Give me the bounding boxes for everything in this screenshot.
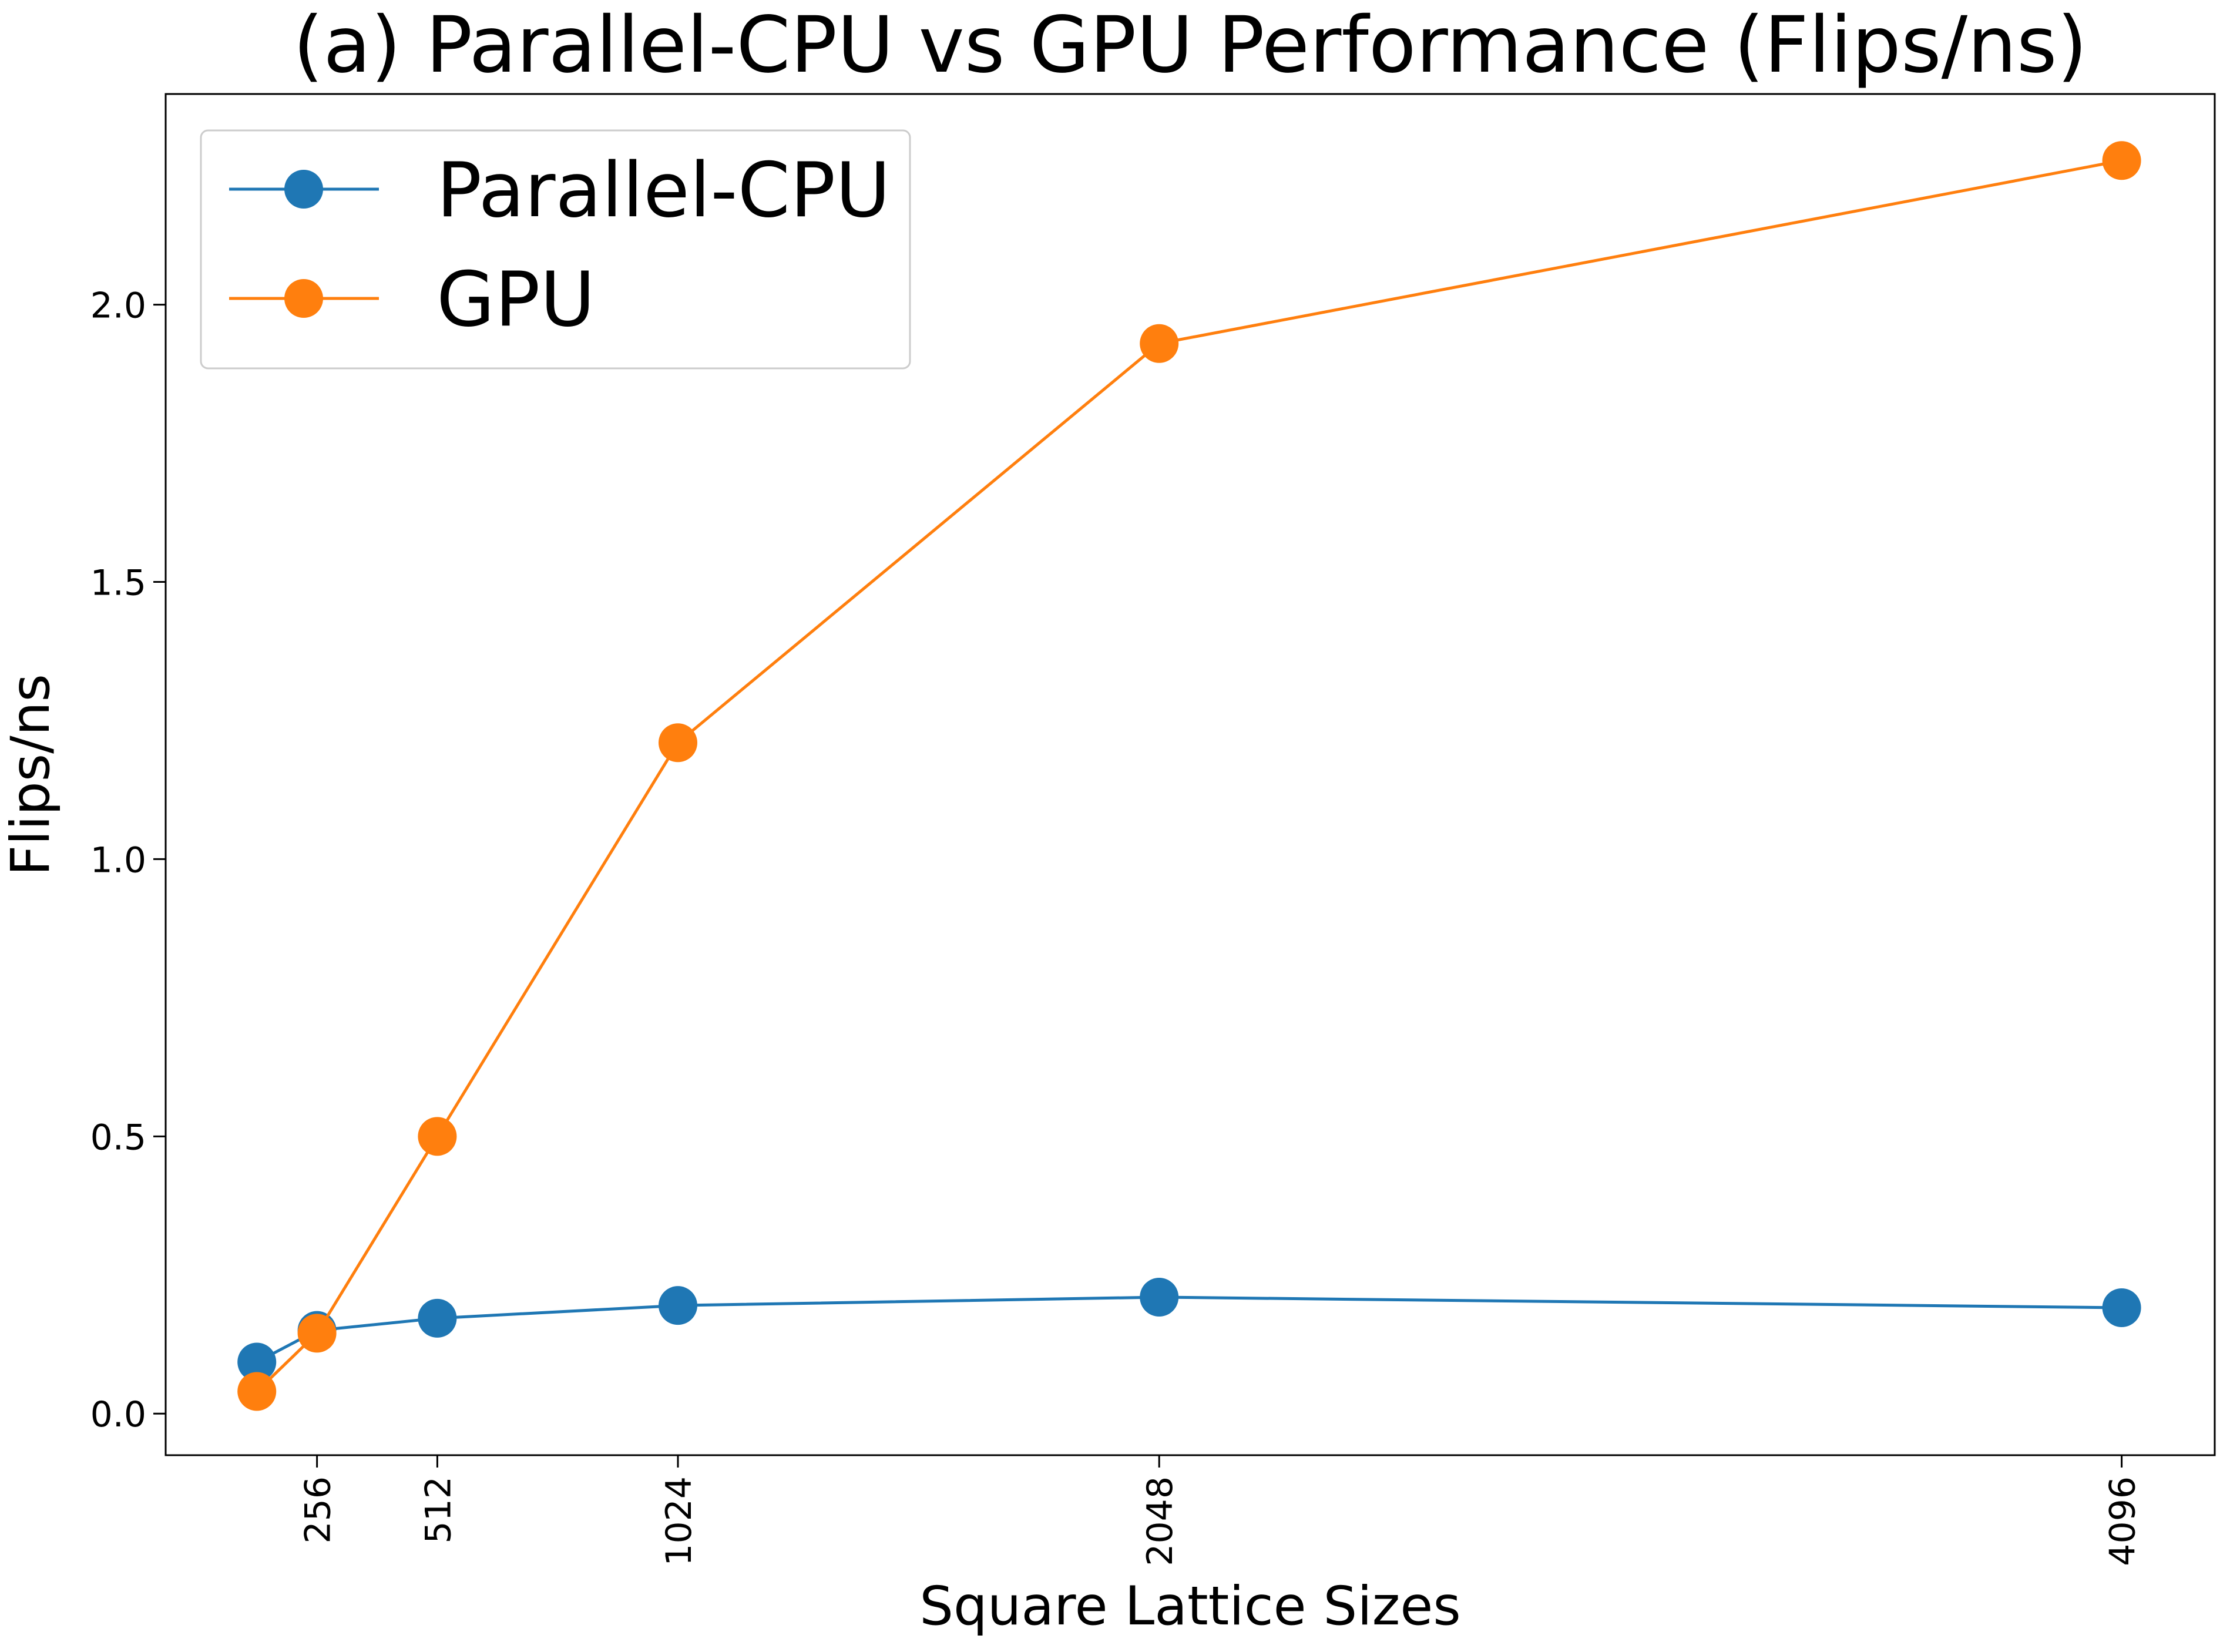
y-tick-label: 0.5 xyxy=(90,1117,146,1158)
x-tick-label: 4096 xyxy=(2103,1476,2144,1566)
plot-frame xyxy=(164,93,2216,1456)
parallel-cpu-data-point xyxy=(659,1286,697,1325)
legend-parallel-cpu-marker xyxy=(284,170,323,209)
parallel-cpu-data-point xyxy=(237,1342,277,1382)
gpu-data-point xyxy=(297,1314,337,1353)
parallel-cpu-data-point xyxy=(418,1298,457,1338)
legend-gpu-marker xyxy=(284,279,323,318)
gpu-data-point xyxy=(418,1117,457,1156)
x-tick-label: 256 xyxy=(298,1476,339,1544)
x-tick-label: 2048 xyxy=(1140,1476,1181,1566)
gpu-data-point xyxy=(237,1372,277,1411)
plot-area: 0.0 0.5 1.0 1.5 2.0 256 512 1024 2048 4096 xyxy=(90,93,2216,1566)
gpu-data-point xyxy=(2102,141,2141,180)
x-axis-label: Square Lattice Sizes xyxy=(919,1576,1461,1637)
y-tick-label: 2.0 xyxy=(90,286,146,327)
y-axis-label: Flips/ns xyxy=(0,674,62,876)
y-tick-label: 1.5 xyxy=(90,563,146,604)
gpu-data-point xyxy=(659,723,697,763)
y-tick-label: 0.0 xyxy=(90,1394,146,1435)
chart-title: (a) Parallel-CPU vs GPU Performance (Fli… xyxy=(293,0,2087,90)
legend-parallel-cpu-label: Parallel-CPU xyxy=(436,147,891,234)
x-tick-label: 512 xyxy=(418,1476,459,1544)
legend: Parallel-CPU GPU xyxy=(200,129,911,370)
parallel-cpu-data-point xyxy=(2102,1288,2141,1327)
gpu-data-point xyxy=(1140,324,1179,363)
x-tick-label: 1024 xyxy=(659,1476,700,1566)
y-tick-label: 1.0 xyxy=(90,840,146,881)
legend-gpu-label: GPU xyxy=(436,256,595,344)
parallel-cpu-data-point xyxy=(1140,1278,1179,1317)
